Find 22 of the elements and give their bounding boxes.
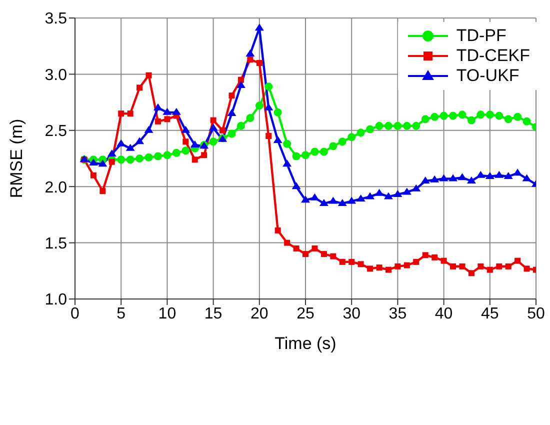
x-tick-label: 30 [342, 305, 361, 322]
x-tick-label: 25 [296, 305, 314, 322]
y-axis-title: RMSE (m) [7, 118, 26, 198]
x-tick-label: 0 [70, 305, 80, 322]
x-tick-label: 45 [481, 305, 499, 322]
x-tick-label: 50 [527, 305, 545, 322]
x-axis-title: Time (s) [274, 334, 336, 353]
y-tick-label: 1.0 [44, 292, 68, 309]
x-tick-label: 20 [250, 305, 268, 322]
y-tick-label: 1.5 [44, 235, 68, 252]
y-tick-label: 3.0 [44, 66, 68, 84]
legend-label: TD-PF [456, 26, 506, 46]
x-tick-label: 15 [204, 305, 222, 322]
legend-label: TD-CEKF [456, 46, 530, 66]
x-tick-label: 5 [116, 305, 126, 322]
y-tick-label: 2.0 [44, 179, 68, 196]
y-tick-label: 3.5 [44, 10, 68, 28]
y-tick-label: 2.5 [44, 123, 68, 140]
x-tick-label: 10 [158, 305, 176, 322]
legend-label: TO-UKF [456, 66, 520, 86]
x-tick-label: 35 [388, 305, 407, 322]
x-tick-label: 40 [434, 305, 453, 322]
